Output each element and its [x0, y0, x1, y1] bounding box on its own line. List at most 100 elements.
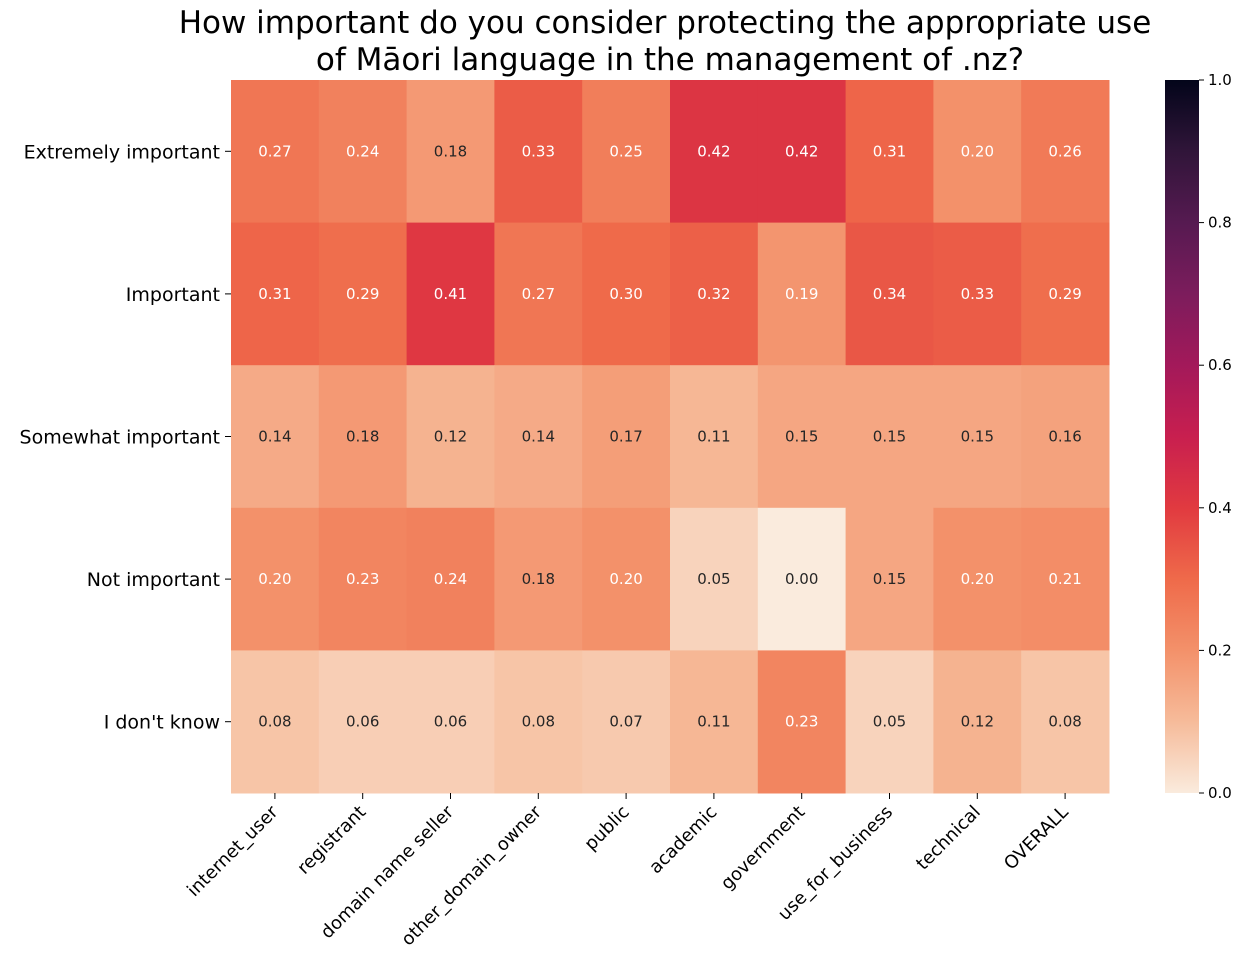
heatmap-cell — [933, 507, 1022, 651]
cell-value-label: 0.41 — [434, 285, 467, 303]
heatmap-cell — [757, 222, 847, 366]
heatmap-cell — [670, 222, 759, 366]
heatmap-cell — [933, 80, 1022, 224]
y-tick-label: Extremely important — [24, 141, 220, 163]
cell-value-label: 0.17 — [609, 428, 642, 446]
heatmap-cell — [582, 507, 671, 651]
colorbar-gradient — [1165, 80, 1199, 793]
cell-value-label: 0.12 — [434, 428, 467, 446]
cell-value-label: 0.18 — [434, 142, 467, 160]
heatmap-cell — [318, 365, 408, 509]
cell-value-label: 0.25 — [609, 142, 642, 160]
y-tick-label: Somewhat important — [20, 427, 220, 449]
cell-value-label: 0.14 — [258, 428, 291, 446]
cell-value-label: 0.12 — [961, 713, 994, 731]
heatmap-cell — [231, 222, 320, 366]
heatmap-cell — [406, 365, 495, 509]
heatmap-cell — [845, 80, 934, 224]
cell-value-label: 0.06 — [346, 713, 379, 731]
cell-value-label: 0.00 — [785, 570, 818, 588]
cell-value-label: 0.27 — [258, 142, 291, 160]
x-tick-label: OVERALL — [1000, 802, 1073, 875]
colorbar-tick-label: 0.6 — [1208, 356, 1232, 374]
cell-value-label: 0.31 — [258, 285, 291, 303]
heatmap-cell — [1021, 222, 1110, 366]
heatmap-cell — [231, 507, 320, 651]
heatmap-cell — [933, 222, 1022, 366]
cell-value-label: 0.20 — [258, 570, 291, 588]
cell-value-label: 0.06 — [434, 713, 467, 731]
cell-value-label: 0.34 — [873, 285, 906, 303]
colorbar-tick-label: 0.0 — [1208, 784, 1232, 802]
heatmap-cell — [845, 365, 934, 509]
cell-value-label: 0.15 — [785, 428, 818, 446]
cell-value-label: 0.42 — [697, 142, 730, 160]
cell-value-label: 0.33 — [961, 285, 994, 303]
x-tick-label: academic — [645, 802, 721, 878]
heatmap-cell — [933, 365, 1022, 509]
cell-value-label: 0.31 — [873, 142, 906, 160]
cell-value-label: 0.20 — [961, 570, 994, 588]
heatmap-cell — [670, 507, 759, 651]
cell-value-label: 0.07 — [609, 713, 642, 731]
cell-value-label: 0.23 — [785, 713, 818, 731]
heatmap-cell — [494, 222, 583, 366]
colorbar-tick-label: 0.2 — [1208, 641, 1232, 659]
cell-value-label: 0.29 — [1048, 285, 1081, 303]
cell-value-label: 0.15 — [873, 570, 906, 588]
heatmap-cell — [670, 650, 759, 794]
cell-value-label: 0.33 — [522, 142, 555, 160]
heatmap-cell — [1021, 80, 1110, 224]
cell-value-label: 0.24 — [346, 142, 379, 160]
cell-value-label: 0.18 — [522, 570, 555, 588]
cell-value-label: 0.42 — [785, 142, 818, 160]
cell-value-label: 0.30 — [609, 285, 642, 303]
cell-value-label: 0.15 — [873, 428, 906, 446]
y-tick-label: Not important — [87, 569, 220, 591]
heatmap-cell — [318, 650, 408, 794]
x-tick-label: technical — [912, 802, 985, 875]
x-tick-label: internet_user — [183, 801, 283, 901]
cell-value-label: 0.23 — [346, 570, 379, 588]
heatmap-cell — [1021, 507, 1110, 651]
x-tick-label: other_domain_owner — [397, 801, 546, 950]
heatmap-cell — [1021, 650, 1110, 794]
cell-value-label: 0.29 — [346, 285, 379, 303]
cell-value-label: 0.08 — [1048, 713, 1081, 731]
heatmap-cell — [582, 222, 671, 366]
cell-value-label: 0.26 — [1048, 142, 1081, 160]
cell-value-label: 0.24 — [434, 570, 467, 588]
x-tick-label: registrant — [293, 802, 370, 879]
cell-value-label: 0.16 — [1048, 428, 1081, 446]
heatmap-cell — [582, 650, 671, 794]
heatmap-cell — [231, 365, 320, 509]
y-tick-label: Important — [126, 284, 220, 306]
heatmap-cell — [231, 80, 320, 224]
heatmap-cell — [757, 650, 847, 794]
x-tick-label: government — [717, 802, 809, 894]
cell-value-label: 0.11 — [697, 713, 730, 731]
cell-value-label: 0.18 — [346, 428, 379, 446]
heatmap-cell — [406, 507, 495, 651]
heatmap-cell — [406, 80, 495, 224]
cell-value-label: 0.08 — [258, 713, 291, 731]
heatmap-cell — [1021, 365, 1110, 509]
cell-value-label: 0.19 — [785, 285, 818, 303]
heatmap-cell — [494, 80, 583, 224]
heatmap-cell — [582, 80, 671, 224]
colorbar: 0.0 0.2 0.4 0.6 0.8 1.0 — [1165, 71, 1232, 802]
cell-value-label: 0.05 — [873, 713, 906, 731]
heatmap-cell — [494, 650, 583, 794]
heatmap-cell — [757, 80, 847, 224]
heatmap-cell — [845, 507, 934, 651]
heatmap-cell — [318, 222, 408, 366]
cell-value-label: 0.27 — [522, 285, 555, 303]
heatmap-cell — [318, 507, 408, 651]
heatmap-cell — [231, 650, 320, 794]
cell-value-label: 0.20 — [961, 142, 994, 160]
heatmap-cell — [757, 365, 847, 509]
heatmap-cell — [670, 80, 759, 224]
cell-value-label: 0.08 — [522, 713, 555, 731]
